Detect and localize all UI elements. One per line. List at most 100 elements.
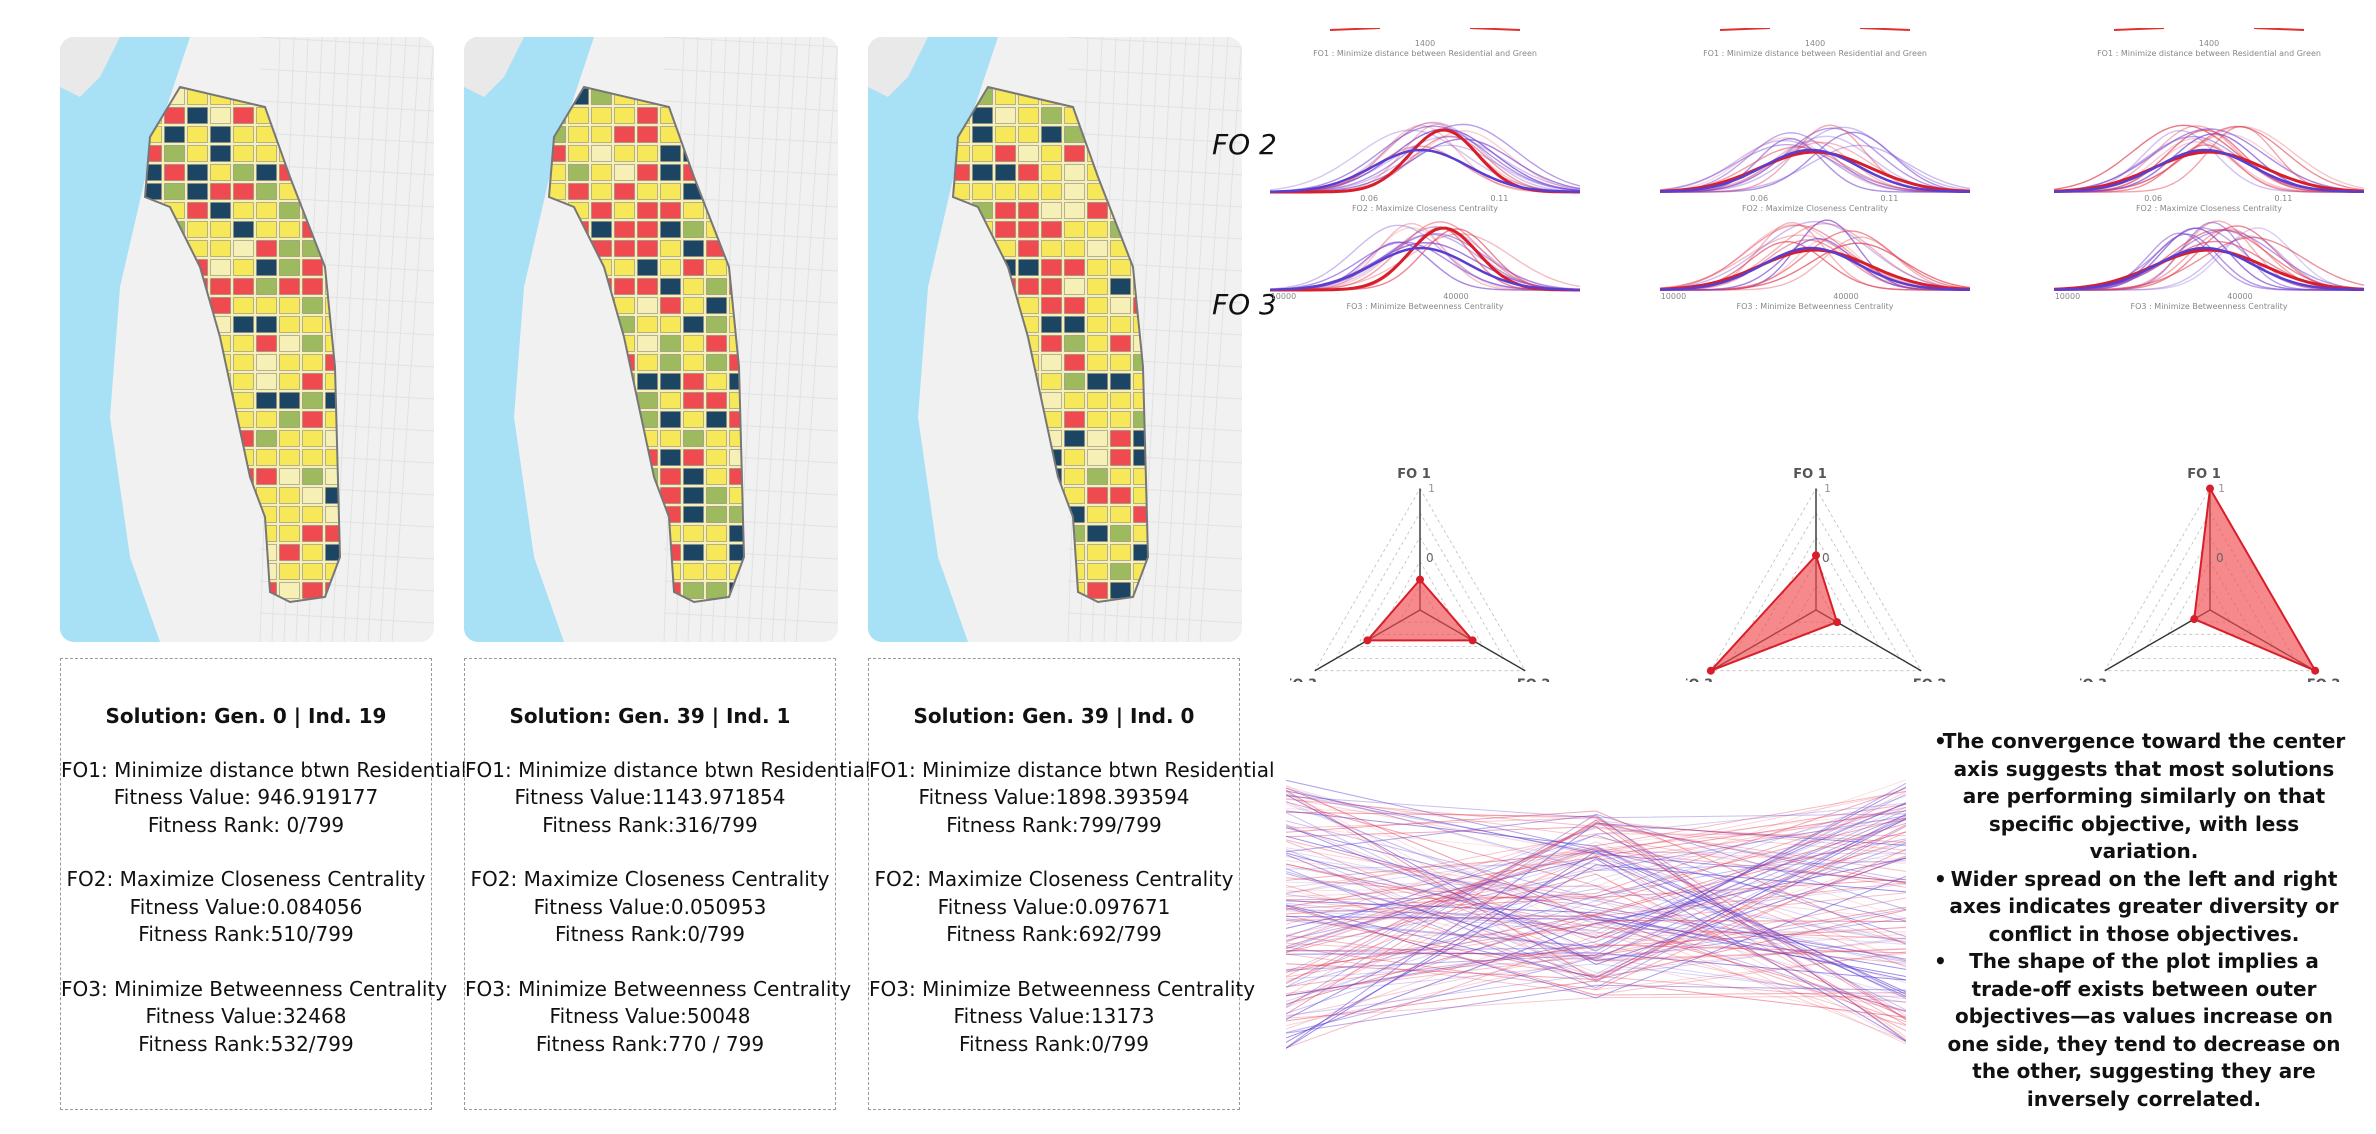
pcp-line	[1286, 841, 1906, 962]
pcp-line	[1286, 812, 1906, 962]
pcp-line	[1286, 802, 1906, 973]
pcp-line	[1286, 859, 1906, 984]
pcp-line	[1286, 795, 1906, 1002]
pcp-line	[1286, 951, 1906, 996]
solution-card-1: Solution: Gen. 0 | Ind. 19 FO1: Minimize…	[60, 658, 467, 1110]
fo2-group: FO2: Maximize Closeness Centrality Fitne…	[465, 866, 835, 949]
pcp-line	[1286, 810, 1906, 910]
fo3-label: FO3: Minimize Betweenness Centrality	[869, 976, 1256, 1001]
pcp-line	[1286, 854, 1906, 1026]
map-panel-1	[60, 37, 434, 642]
fo3-rank: Fitness Rank:770 / 799	[535, 1031, 765, 1056]
kde-axis-title: FO1 : Minimize distance between Resident…	[2097, 49, 2321, 58]
parallel-coordinates-plot	[1286, 779, 1906, 1049]
pcp-line	[1286, 789, 1906, 981]
pcp-line	[1286, 858, 1906, 1042]
pcp-line	[1286, 802, 1906, 939]
kde-axis-title: FO2 : Maximize Closeness Centrality	[1352, 204, 1498, 213]
fo3-group: FO3: Minimize Betweenness Centrality Fit…	[61, 976, 447, 1059]
pcp-line	[1286, 850, 1906, 998]
pcp-line	[1286, 856, 1906, 947]
fo3-value: Fitness Value:32468	[145, 1004, 347, 1028]
radar-axis-label: FO 1	[1793, 467, 1827, 482]
pcp-line	[1286, 779, 1906, 922]
kde-tick-label: 1400	[2199, 39, 2219, 48]
pcp-line	[1286, 916, 1906, 977]
pcp-line	[1286, 826, 1906, 1016]
fo2-group: FO2: Maximize Closeness Centrality Fitne…	[869, 866, 1239, 949]
kde-tick-label: 0.11	[1490, 194, 1508, 203]
pcp-line	[1286, 814, 1906, 1042]
pcp-line	[1286, 906, 1906, 957]
site-plan-map	[868, 37, 1242, 642]
pcp-line	[1286, 926, 1906, 988]
pcp-line	[1286, 944, 1906, 997]
fo2-label: FO2: Maximize Closeness Centrality	[470, 867, 830, 891]
pcp-line	[1286, 909, 1906, 981]
kde-tick-label: -10000	[1270, 292, 1296, 301]
pcp-line	[1286, 835, 1906, 970]
radar-tick-label: 1	[2218, 482, 2225, 495]
fo1-group: FO1: Minimize distance btwn Residential …	[869, 757, 1275, 840]
pcp-line	[1286, 819, 1906, 1006]
pcp-line	[1286, 819, 1906, 960]
kde-tick-label: 0.06	[1750, 194, 1768, 203]
pcp-line	[1286, 952, 1906, 981]
pcp-line	[1286, 922, 1906, 1012]
pcp-line	[1286, 791, 1906, 1018]
radar-point	[1833, 618, 1842, 627]
pcp-line	[1286, 807, 1906, 936]
pcp-line	[1286, 995, 1906, 1019]
pcp-line	[1286, 822, 1906, 973]
pcp-line	[1286, 935, 1906, 1049]
kde-tick-label: -10000	[1660, 292, 1686, 301]
pcp-line	[1286, 884, 1906, 921]
radar-tick-label: 0	[1426, 551, 1434, 565]
fo2-value: Fitness Value:0.097671	[937, 894, 1171, 919]
pcp-line	[1286, 814, 1906, 997]
pcp-line	[1286, 793, 1906, 948]
kde-tick-label: 0.06	[2144, 194, 2162, 203]
radar-point	[1416, 575, 1424, 584]
observation-item: • The convergence toward the center axis …	[1934, 729, 2346, 863]
solution-title: Solution: Gen. 39 | Ind. 1	[509, 704, 791, 728]
fo2-group: FO2: Maximize Closeness Centrality Fitne…	[61, 866, 431, 949]
radar-axis-label: FO 3	[2080, 678, 2107, 682]
pcp-line	[1286, 790, 1906, 883]
radar-chart-1: FO 1 FO 2 FO 3 0 1	[1290, 467, 1550, 682]
fo2-row-label: FO 2	[1212, 128, 1277, 161]
radar-axis-label: FO 3	[1290, 678, 1317, 682]
pcp-line	[1286, 822, 1906, 1049]
kde-axis-title: FO3 : Minimize Betweenness Centrality	[1347, 302, 1504, 311]
pcp-line	[1286, 817, 1906, 1038]
pcp-line	[1286, 848, 1906, 977]
pcp-line	[1286, 806, 1906, 935]
pcp-line	[1286, 819, 1906, 1041]
pcp-line	[1286, 846, 1906, 999]
radar-chart-3: FO 1 FO 2 FO 3 0 1	[2080, 467, 2340, 682]
pcp-line	[1286, 881, 1906, 942]
fo1-group: FO1: Minimize distance btwn Residential …	[465, 757, 871, 840]
kde-tick-label: 40000	[1833, 292, 1858, 301]
fo1-label: FO1: Minimize distance btwn Residential	[61, 757, 467, 782]
fo2-label: FO2: Maximize Closeness Centrality	[66, 867, 426, 891]
pcp-line	[1286, 934, 1906, 1003]
pcp-line	[1286, 907, 1906, 996]
pcp-line	[1286, 827, 1906, 925]
fo1-label: FO1: Minimize distance btwn Residential	[869, 757, 1275, 782]
fo2-value: Fitness Value:0.050953	[533, 894, 767, 919]
pcp-line	[1286, 820, 1906, 997]
pcp-line	[1286, 823, 1906, 1012]
fo1-rank: Fitness Rank: 0/799	[147, 812, 345, 837]
pcp-line	[1286, 808, 1906, 920]
pcp-line	[1286, 984, 1906, 1034]
kde-tick-label: 1400	[1415, 39, 1435, 48]
map-panel-2	[464, 37, 838, 642]
pcp-line	[1286, 827, 1906, 960]
fo2-rank: Fitness Rank:0/799	[555, 922, 745, 946]
fo3-label: FO3: Minimize Betweenness Centrality	[465, 976, 852, 1001]
